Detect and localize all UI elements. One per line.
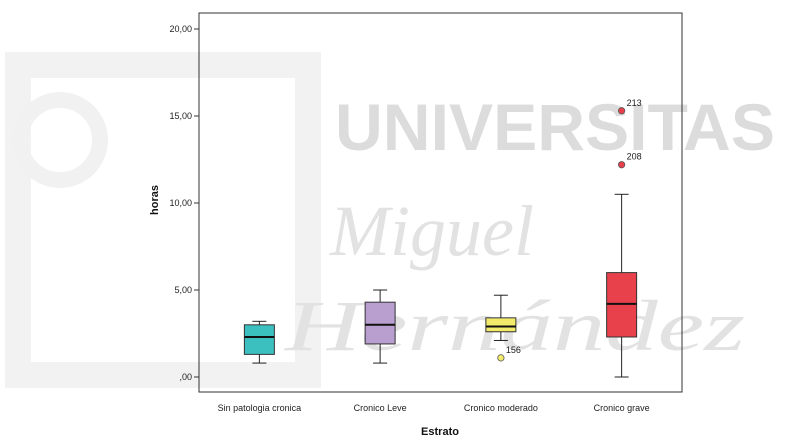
x-tick-label: Cronico grave [594, 403, 650, 413]
iqr-box [485, 317, 517, 333]
watermark-logo [5, 52, 321, 388]
outlier-label: 213 [627, 98, 642, 108]
outlier-point [497, 354, 505, 362]
box-4: 213 208 [606, 98, 642, 378]
outlier-point [618, 161, 626, 169]
y-axis: ,00 5,00 10,00 15,00 20,00 [169, 24, 199, 382]
outlier-point [618, 107, 626, 115]
outlier-label: 208 [627, 152, 642, 162]
y-axis-title: horas [149, 185, 161, 215]
x-axis-title: Estrato [421, 426, 459, 438]
x-tick-label: Cronico moderado [464, 403, 538, 413]
iqr-box [364, 301, 396, 345]
watermark-line1: UNIVERSITAS [335, 90, 775, 164]
box-2 [364, 289, 396, 364]
iqr-box [243, 324, 275, 355]
watermark: UNIVERSITAS Miguel Hernández [5, 52, 775, 388]
y-tick-label: 15,00 [169, 111, 192, 121]
y-tick-label: 20,00 [169, 24, 192, 34]
box-1 [243, 320, 275, 364]
x-tick-label: Sin patologia cronica [218, 403, 302, 413]
x-tick-label: Cronico Leve [354, 403, 407, 413]
y-tick-label: 10,00 [169, 198, 192, 208]
x-axis: Sin patologia cronica Cronico Leve Cronico… [218, 403, 650, 413]
y-tick-label: ,00 [179, 372, 192, 382]
boxes: 156 213 208 [243, 98, 642, 378]
y-tick-label: 5,00 [174, 285, 192, 295]
watermark-line2: Miguel [329, 191, 534, 271]
outlier-label: 156 [506, 345, 521, 355]
box-3: 156 [485, 294, 521, 362]
